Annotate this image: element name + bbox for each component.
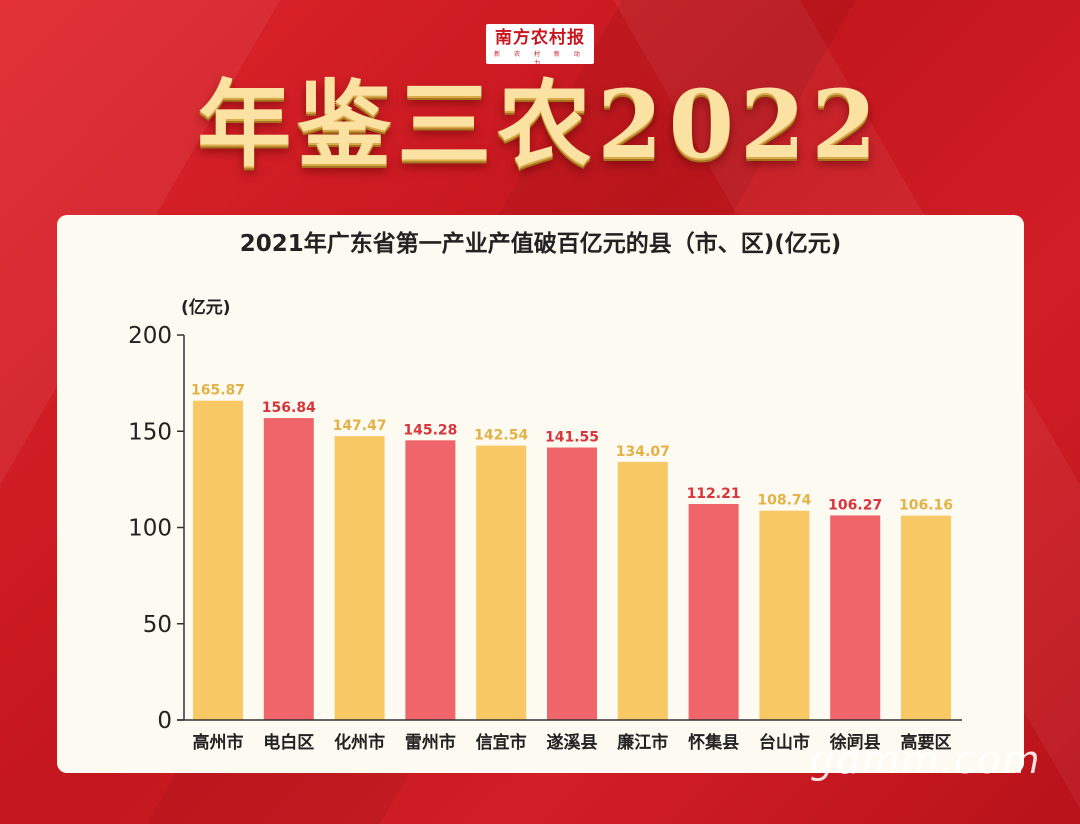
y-tick-label: 150	[128, 419, 172, 445]
x-category-label: 高要区	[901, 732, 952, 753]
x-category-label: 电白区	[263, 732, 314, 753]
bar-value-label: 106.16	[899, 498, 953, 514]
newspaper-slogan: 新 农 村 新 动 力	[494, 51, 586, 67]
x-category-label: 遂溪县	[547, 732, 598, 753]
bar-value-label: 106.27	[828, 497, 882, 513]
bar	[901, 515, 951, 720]
x-category-label: 化州市	[334, 732, 385, 753]
bar-value-label: 165.87	[191, 383, 245, 399]
x-category-label: 廉江市	[617, 732, 668, 753]
bar-value-label: 147.47	[333, 418, 387, 434]
chart-card: 2021年广东省第一产业产值破百亿元的县（市、区)(亿元) (亿元) 0 50 10…	[57, 215, 1024, 773]
bar	[263, 418, 314, 720]
y-tick-label: 100	[128, 516, 172, 542]
bar	[334, 436, 385, 720]
page-headline: 年鉴三农2022	[197, 70, 883, 180]
bar	[759, 510, 810, 720]
bar-value-label: 142.54	[474, 428, 528, 444]
watermark: gdmm.com	[810, 738, 1042, 782]
bar	[405, 440, 456, 720]
bar-value-label: 141.55	[545, 430, 599, 446]
x-category-label: 信宜市	[476, 732, 527, 753]
newspaper-logo: 南方农村报 新 农 村 新 动 力	[486, 24, 594, 67]
y-tick-label: 200	[128, 323, 172, 349]
bar-value-label: 112.21	[687, 486, 741, 502]
bar-value-label: 145.28	[403, 422, 457, 438]
x-category-label: 怀集县	[688, 732, 739, 753]
bar	[476, 445, 527, 720]
x-category-label: 徐闻县	[829, 732, 881, 753]
bar-value-label: 156.84	[262, 400, 316, 416]
y-tick-label: 0	[157, 708, 172, 734]
x-category-label: 雷州市	[405, 732, 456, 753]
bar-value-label: 108.74	[757, 493, 811, 509]
x-category-label: 高州市	[193, 732, 244, 753]
y-axis-unit-label: (亿元)	[181, 298, 231, 318]
bar-value-label: 134.07	[616, 444, 670, 460]
bar	[617, 461, 668, 720]
bar	[193, 400, 243, 720]
bar	[547, 447, 597, 720]
newspaper-name: 南方农村报	[495, 28, 585, 48]
x-category-label: 台山市	[759, 732, 810, 753]
bar	[830, 515, 881, 720]
y-tick-label: 50	[143, 612, 172, 638]
chart-title: 2021年广东省第一产业产值破百亿元的县（市、区)(亿元)	[239, 231, 842, 257]
bar	[688, 503, 739, 720]
bar-chart: 0 50 100 150 200 165.87 高州市 156.84 电白区 147.47 化州市 1…	[128, 323, 962, 753]
